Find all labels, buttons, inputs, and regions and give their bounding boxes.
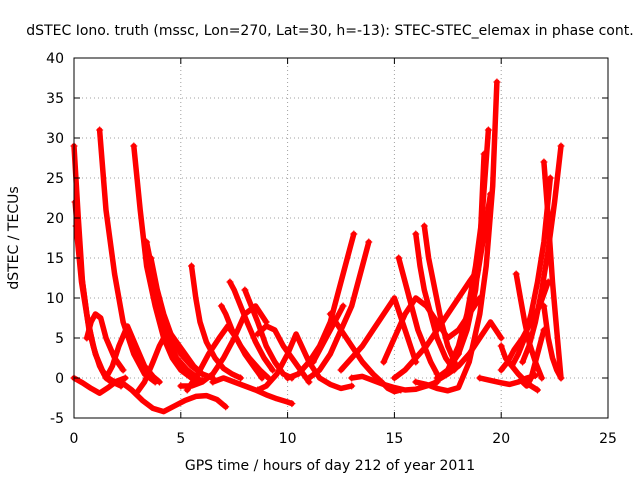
series-line — [541, 159, 564, 381]
series-line — [284, 231, 357, 381]
x-tick-label: 0 — [70, 431, 79, 447]
plot-frame — [73, 57, 609, 419]
series-line — [210, 375, 295, 407]
series-line — [434, 319, 504, 384]
y-tick-label: 10 — [46, 291, 64, 307]
series-trace — [454, 190, 495, 358]
series-trace — [309, 302, 347, 366]
series-line — [413, 79, 500, 394]
series-line — [254, 331, 355, 393]
series-line — [541, 303, 564, 381]
y-tick-label: 25 — [46, 171, 64, 187]
series-line — [118, 379, 229, 415]
series-line — [184, 323, 265, 393]
series-line — [71, 375, 129, 396]
x-tick-label: 25 — [599, 431, 617, 447]
series-line — [519, 327, 547, 389]
x-tick-label: 15 — [385, 431, 403, 447]
series-line — [242, 287, 295, 381]
series-trace — [132, 327, 206, 398]
y-tick-label: 15 — [46, 251, 64, 267]
axis-ticks: 0 5 10 15 20 25 -5 0 5 10 15 20 25 30 35 40 — [46, 51, 617, 447]
series-line — [327, 311, 404, 395]
x-tick-label: 20 — [492, 431, 510, 447]
series-trace — [187, 262, 245, 382]
series-trace — [102, 323, 163, 386]
y-tick-label: 40 — [46, 51, 64, 67]
series-line — [227, 279, 276, 373]
series-line — [421, 223, 460, 369]
series-trace — [395, 254, 441, 378]
series-trace — [117, 378, 230, 415]
y-tick-label: 20 — [46, 211, 64, 227]
y-tick-label: -5 — [50, 411, 64, 427]
y-tick-label: 35 — [46, 91, 64, 107]
series-trace — [497, 342, 542, 394]
series-line — [96, 127, 158, 385]
series-line — [133, 327, 205, 397]
series-line — [445, 127, 492, 373]
x-tick-label: 5 — [176, 431, 185, 447]
series-trace — [540, 302, 565, 382]
series-line — [477, 372, 539, 388]
y-tick-label: 0 — [55, 371, 64, 387]
series-line — [103, 323, 163, 385]
x-axis-label: GPS time / hours of day 212 of year 2011 — [185, 458, 475, 474]
data-traces — [70, 78, 565, 415]
series-line — [455, 191, 494, 357]
series-line — [310, 303, 346, 365]
series-trace — [326, 310, 405, 395]
series-trace — [433, 319, 505, 384]
series-trace — [284, 230, 358, 382]
series-trace — [412, 78, 501, 394]
series-line — [498, 343, 541, 393]
series-trace — [226, 278, 277, 374]
series-line — [395, 255, 440, 377]
y-tick-label: 30 — [46, 131, 64, 147]
x-tick-label: 10 — [279, 431, 297, 447]
series-trace — [254, 331, 356, 394]
series-trace — [130, 142, 206, 384]
y-axis-label: dSTEC / TECUs — [6, 186, 22, 289]
series-line — [509, 175, 554, 369]
chart-title: dSTEC Iono. truth (mssc, Lon=270, Lat=30… — [26, 23, 633, 39]
series-line — [391, 267, 481, 381]
y-tick-label: 5 — [55, 331, 64, 347]
series-line — [348, 373, 440, 393]
